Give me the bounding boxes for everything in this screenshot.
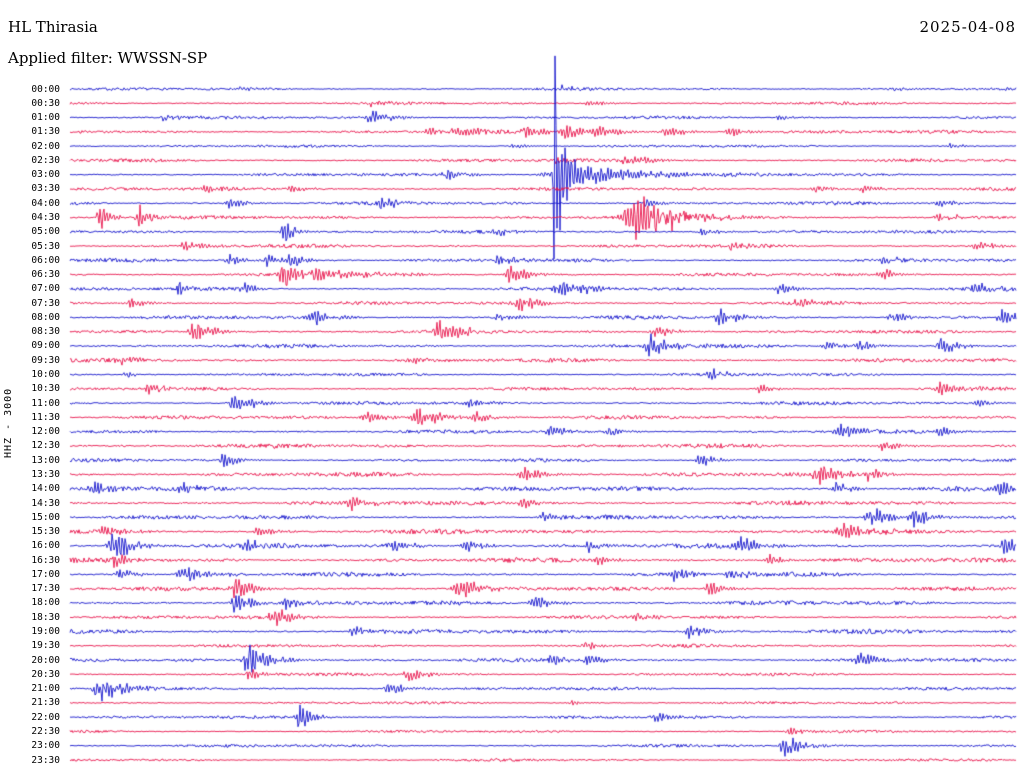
seismogram-canvas	[0, 0, 1024, 780]
helicorder-page: HL Thirasia 2025-04-08 Applied filter: W…	[0, 0, 1024, 780]
